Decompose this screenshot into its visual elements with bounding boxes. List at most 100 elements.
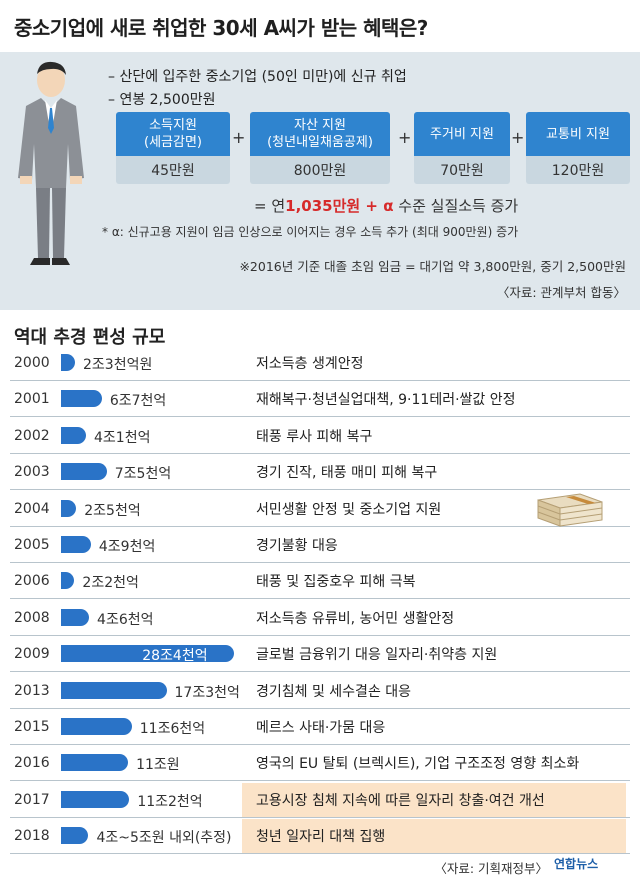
year-label: 2008 [14, 609, 50, 626]
bar-2002 [61, 426, 86, 444]
benefit-label: 자산 지원 [294, 118, 346, 133]
chart-row: 2008 4조6천억 저소득층 유류비, 농어민 생활안정 [10, 600, 630, 636]
alpha-note: * α: 신규고용 지원이 임금 인상으로 이어지는 경우 소득 추가 (최대 … [102, 225, 519, 239]
bar-2008 [61, 608, 90, 626]
benefit-amount: 70만원 [414, 156, 510, 184]
bar-2017 [61, 790, 130, 808]
row-description: 메르스 사태·가뭄 대응 [242, 710, 626, 744]
money-stack-icon [537, 493, 603, 527]
bar-2016 [61, 754, 129, 772]
total-prefix: = 연 [254, 197, 286, 215]
year-label: 2017 [14, 791, 50, 808]
chart-row: 2017 11조2천억 고용시장 침체 지속에 따른 일자리 창출·여건 개선 [10, 782, 630, 818]
year-label: 2003 [14, 464, 50, 481]
row-divider [10, 455, 630, 491]
chart-row: 2001 6조7천억 재해복구·청년실업대책, 9·11테러·쌀값 안정 [10, 382, 630, 418]
bar-2001 [61, 390, 102, 408]
row-description: 글로벌 금융위기 대응 일자리·취약층 지원 [242, 637, 626, 672]
chart-row: 2000 2조3천억원 저소득층 생계안정 [10, 346, 630, 381]
bar-value-label: 17조3천억 [174, 684, 240, 701]
bar-2005 [61, 536, 91, 553]
bar-value-label: 7조5천억 [114, 466, 172, 483]
source-note-1: 〈자료: 관계부처 합동〉 [496, 285, 626, 300]
row-divider [10, 564, 630, 600]
chart-row: 2015 11조6천억 메르스 사태·가뭄 대응 [10, 710, 630, 745]
bar-value-label: 11조원 [136, 757, 180, 774]
row-description: 청년 일자리 대책 집행 [242, 819, 626, 854]
row-divider [10, 710, 630, 745]
year-label: 2000 [14, 355, 50, 371]
year-label: 2006 [14, 573, 50, 590]
row-divider [10, 746, 630, 782]
row-description: 영국의 EU 탈퇴 (브렉시트), 기업 구조조정 영향 최소화 [242, 746, 626, 781]
benefit-amount: 800만원 [250, 156, 390, 184]
row-description: 재해복구·청년실업대책, 9·11테러·쌀값 안정 [242, 382, 626, 417]
chart-row: 2009 28조4천억 글로벌 금융위기 대응 일자리·취약층 지원 [10, 637, 630, 673]
chart-row: 2006 2조2천억 태풍 및 집중호우 피해 극복 [10, 564, 630, 600]
bar-value-label: 4조6천억 [97, 611, 154, 628]
total-suffix: 수준 실질소득 증가 [393, 197, 519, 215]
bar-2004 [61, 499, 77, 517]
person-illustration [18, 61, 84, 265]
year-label: 2009 [14, 646, 50, 663]
row-description: 고용시장 침체 지속에 따른 일자리 창출·여건 개선 [242, 782, 626, 817]
benefit-sublabel: (청년내일채움공제) [267, 135, 373, 150]
section-title: 역대 추경 편성 규모 [14, 327, 166, 348]
row-description: 경기 진작, 태풍 매미 피해 복구 [242, 455, 626, 490]
benefit-sublabel: (세금감면) [144, 135, 202, 150]
bar-2013 [61, 681, 167, 699]
bar-value-label: 2조5천억 [84, 502, 141, 519]
bar-value-label: 4조1천억 [94, 429, 151, 446]
condition-line-1: – 산단에 입주한 중소기업 (50인 미만)에 신규 취업 [108, 69, 407, 85]
chart-row: 2003 7조5천억 경기 진작, 태풍 매미 피해 복구 [10, 455, 630, 491]
plus-sign: + [511, 128, 525, 147]
plus-sign: + [232, 128, 246, 147]
bar-2015 [61, 718, 132, 735]
chart-row: 2018 4조~5조원 내외(추정) 청년 일자리 대책 집행 [10, 819, 630, 855]
year-label: 2001 [14, 391, 50, 408]
row-description: 태풍 루사 피해 복구 [242, 418, 626, 453]
row-divider [10, 637, 630, 673]
row-divider [10, 382, 630, 418]
bar-value-label: 2조3천억원 [83, 357, 153, 373]
chart-row: 2002 4조1천억 태풍 루사 피해 복구 [10, 418, 630, 454]
row-divider [10, 419, 630, 454]
row-description: 저소득층 생계안정 [242, 346, 626, 380]
bar-value-label: 2조2천억 [82, 575, 139, 592]
plus-sign: + [398, 128, 412, 147]
row-description: 저소득층 유류비, 농어민 생활안정 [242, 600, 626, 635]
wage-note: ※2016년 기준 대졸 초임 임금 = 대기업 약 3,800만원, 중기 2… [239, 259, 626, 274]
row-divider [10, 528, 630, 563]
total-benefit: = 연1,035만원 + α 수준 실질소득 증가 [254, 195, 518, 216]
row-divider [10, 674, 630, 709]
benefit-income: 소득지원 (세금감면) 45만원 [116, 112, 230, 184]
benefit-label: 교통비 지원 [546, 126, 610, 142]
bar-2018 [61, 827, 89, 845]
row-description: 경기불황 대응 [242, 528, 626, 562]
page-title: 중소기업에 새로 취업한 30세 A씨가 받는 혜택은? [14, 16, 428, 40]
bar-value-label: 4조~5조원 내외(추정) [96, 830, 232, 847]
bar-value-label: 6조7천억 [109, 393, 167, 410]
benefit-amount: 120만원 [526, 156, 630, 184]
year-label: 2002 [14, 427, 50, 444]
source-note-2: 〈자료: 기획재정부〉 [434, 861, 548, 876]
row-description: 태풍 및 집중호우 피해 극복 [242, 564, 626, 599]
bar-2003 [61, 463, 107, 481]
year-label: 2016 [14, 755, 50, 772]
chart-row: 2005 4조9천억 경기불황 대응 [10, 528, 630, 563]
bar-2009 [61, 645, 235, 663]
bar-value-label: 11조2천억 [137, 793, 203, 810]
year-label: 2013 [14, 682, 50, 699]
row-divider [10, 346, 630, 381]
row-divider [10, 819, 630, 855]
yonhap-logo: 연합뉴스 [554, 857, 599, 871]
row-divider [10, 601, 630, 636]
benefit-housing: 주거비 지원 70만원 [414, 112, 510, 184]
bar-value-label: 11조6천억 [139, 721, 206, 737]
benefit-transport: 교통비 지원 120만원 [526, 112, 630, 184]
chart-row: 2013 17조3천억 경기침체 및 세수결손 대응 [10, 673, 630, 709]
year-label: 2018 [14, 828, 50, 845]
row-description: 경기침체 및 세수결손 대응 [242, 673, 626, 708]
bar-2000 [61, 354, 76, 371]
benefit-label: 소득지원 [149, 118, 197, 133]
